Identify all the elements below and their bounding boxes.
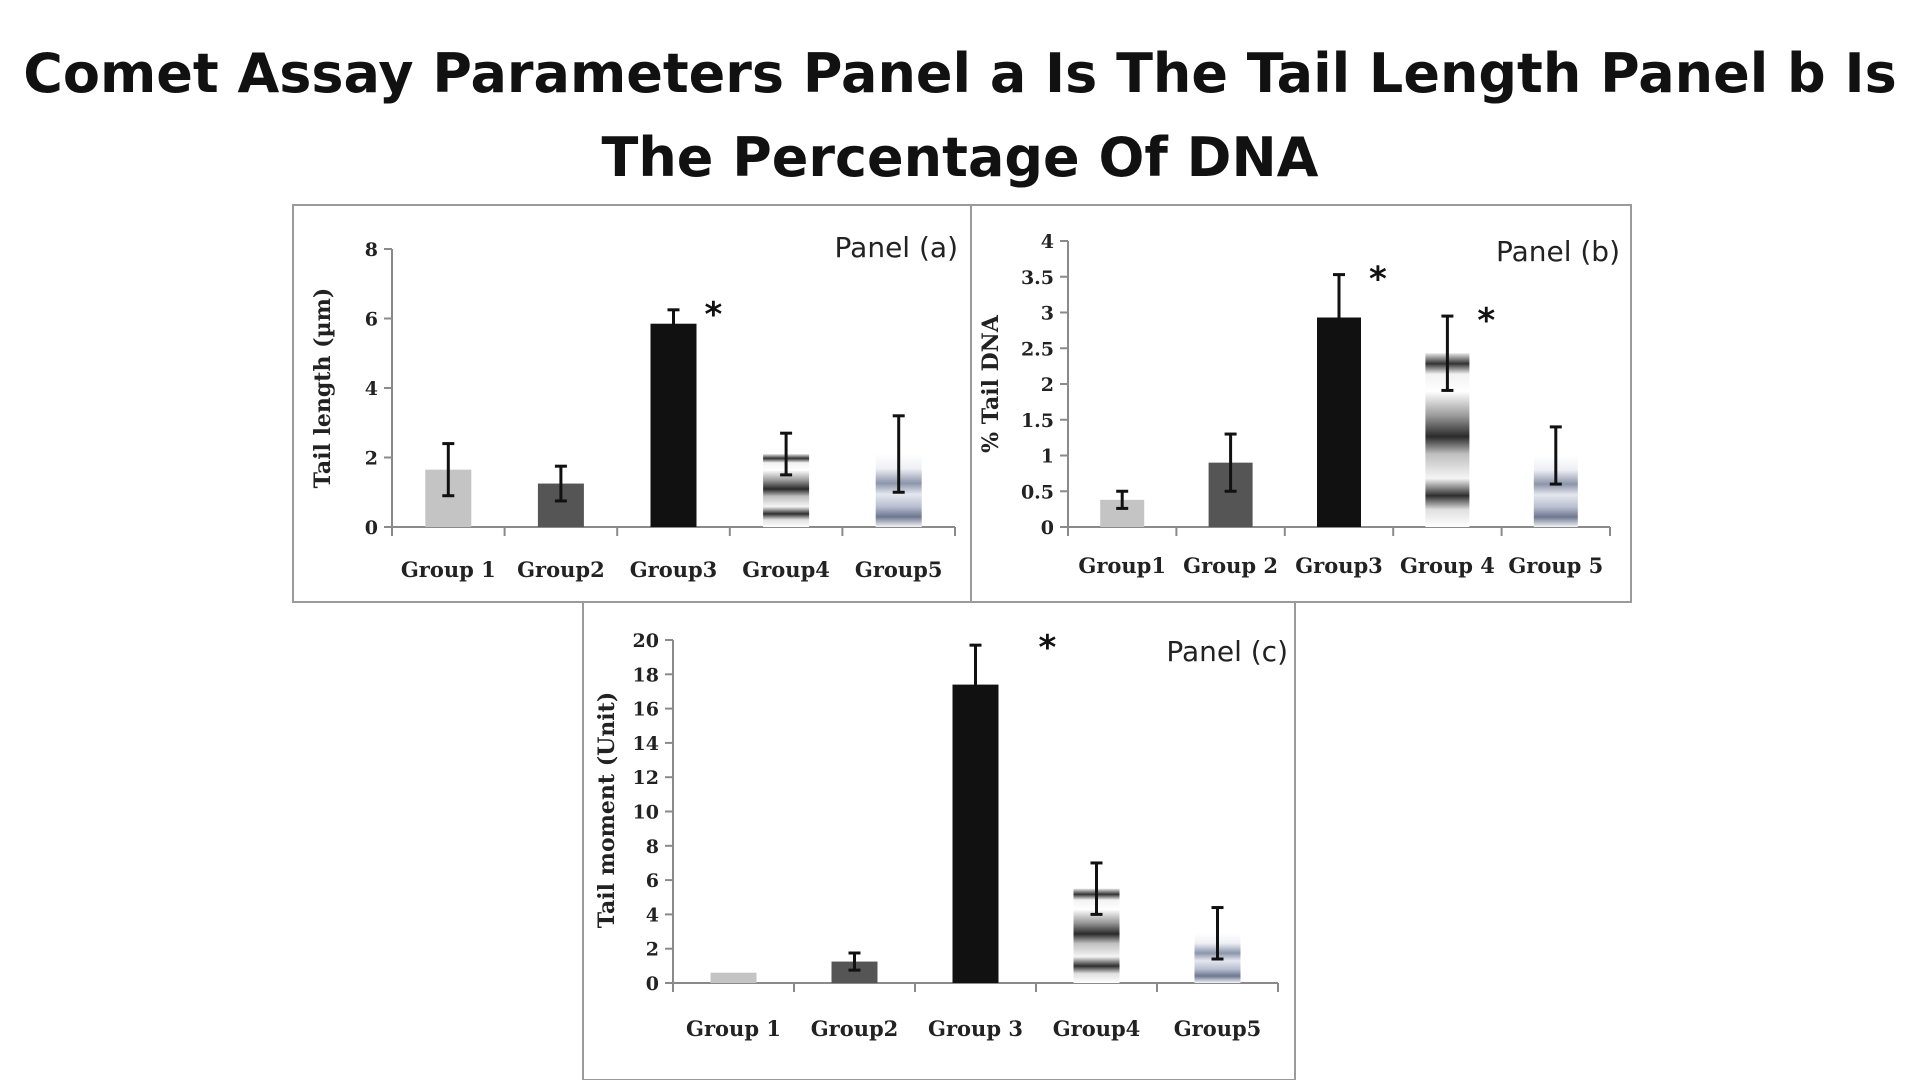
bar bbox=[831, 961, 878, 983]
y-tick-label: 18 bbox=[633, 664, 659, 686]
y-tick-label: 8 bbox=[646, 836, 659, 858]
y-tick-label: 0 bbox=[365, 517, 378, 539]
x-tick-label: Group1 bbox=[1078, 553, 1166, 578]
x-tick-label: Group4 bbox=[742, 557, 830, 582]
y-tick-label: 1.5 bbox=[1021, 410, 1054, 432]
y-tick-label: 4 bbox=[1041, 231, 1054, 253]
panel-label: Panel (c) bbox=[1166, 635, 1288, 668]
y-tick-label: 14 bbox=[633, 733, 659, 755]
x-tick-label: Group4 bbox=[1053, 1016, 1141, 1041]
y-tick-label: 2 bbox=[365, 448, 378, 470]
panel-a-chart: 0 2 4 6 8 Group 1 Group2 Group3 * Group4 Group5 Tai… bbox=[310, 231, 958, 582]
panel-label: Panel (b) bbox=[1496, 235, 1620, 268]
x-tick-label: Group 3 bbox=[928, 1016, 1023, 1041]
y-tick-label: 2 bbox=[1041, 374, 1054, 396]
significance-marker: * bbox=[1477, 301, 1495, 341]
x-tick-label: Group 1 bbox=[401, 557, 496, 582]
y-tick-label: 3.5 bbox=[1021, 267, 1054, 289]
x-tick-label: Group5 bbox=[855, 557, 943, 582]
y-tick-label: 8 bbox=[365, 239, 378, 261]
y-tick-label: 2.5 bbox=[1021, 338, 1054, 360]
significance-marker: * bbox=[1369, 260, 1387, 300]
y-tick-label: 10 bbox=[633, 802, 659, 824]
y-tick-label: 20 bbox=[633, 630, 659, 652]
x-tick-label: Group 1 bbox=[686, 1016, 781, 1041]
y-tick-label: 12 bbox=[633, 767, 659, 789]
y-tick-label: 1 bbox=[1041, 446, 1054, 468]
page-title: Comet Assay Parameters Panel a Is The Ta… bbox=[23, 42, 1897, 189]
x-tick-label: Group2 bbox=[517, 557, 605, 582]
x-tick-label: Group5 bbox=[1174, 1016, 1262, 1041]
y-tick-label: 6 bbox=[646, 870, 659, 892]
significance-marker: * bbox=[705, 295, 723, 335]
panel-a-frame bbox=[292, 204, 972, 603]
significance-marker: * bbox=[1039, 628, 1057, 668]
y-tick-label: 3 bbox=[1041, 303, 1054, 325]
bar bbox=[710, 972, 757, 983]
x-tick-label: Group 5 bbox=[1508, 553, 1603, 578]
panel-c-chart: 0 2 4 6 8 10 12 14 16 18 20 Group 1 Group2 Group 3 * Gr… bbox=[594, 628, 1288, 1041]
y-axis-label: Tail moment (Unit) bbox=[594, 692, 620, 928]
x-tick-label: Group3 bbox=[1295, 553, 1383, 578]
y-tick-label: 16 bbox=[633, 699, 659, 721]
panel-b-frame bbox=[970, 204, 1632, 603]
bar bbox=[650, 323, 697, 527]
panel-c-frame bbox=[582, 601, 1296, 1080]
y-axis-label: Tail length (µm) bbox=[310, 288, 336, 489]
x-tick-label: Group2 bbox=[811, 1016, 899, 1041]
x-tick-label: Group 2 bbox=[1183, 553, 1278, 578]
bar bbox=[952, 684, 999, 983]
x-tick-label: Group3 bbox=[630, 557, 718, 582]
y-tick-label: 0.5 bbox=[1021, 481, 1054, 503]
y-tick-label: 6 bbox=[365, 309, 378, 331]
y-tick-label: 4 bbox=[365, 378, 378, 400]
panel-b-chart: 0 0.5 1 1.5 2 2.5 3 3.5 4 Group1 Group 2 Group3 * Gro… bbox=[978, 231, 1620, 578]
y-axis-label: % Tail DNA bbox=[978, 314, 1004, 453]
y-tick-label: 4 bbox=[646, 904, 659, 926]
x-tick-label: Group 4 bbox=[1400, 553, 1495, 578]
y-tick-label: 0 bbox=[646, 973, 659, 995]
panel-label: Panel (a) bbox=[835, 231, 958, 264]
y-tick-label: 2 bbox=[646, 939, 659, 961]
y-tick-label: 0 bbox=[1041, 517, 1054, 539]
